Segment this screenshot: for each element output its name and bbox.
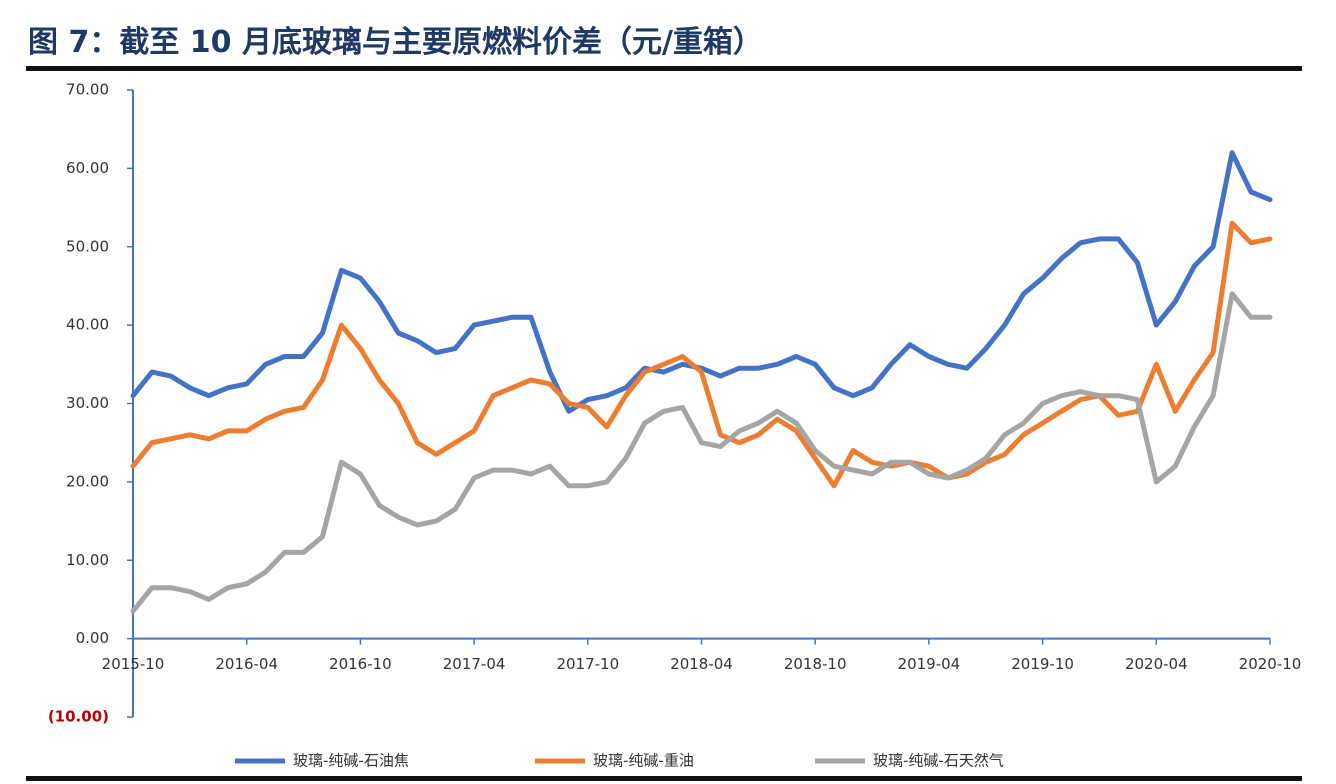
y-tick-label: 50.00 [66, 237, 109, 255]
series-line [130, 150, 1273, 414]
y-tick-label: 0.00 [76, 629, 109, 647]
title-rule [26, 66, 1302, 71]
x-tick-label: 2017-10 [556, 655, 619, 673]
x-tick-label: 2015-10 [102, 655, 165, 673]
y-tick-label: 40.00 [66, 316, 109, 334]
y-tick-label: 30.00 [66, 394, 109, 412]
x-tick-label: 2019-10 [1011, 655, 1074, 673]
x-tick-label: 2016-04 [215, 655, 278, 673]
chart-title: 图 7：截至 10 月底玻璃与主要原燃料价差（元/重箱） [28, 25, 763, 60]
series-line [130, 220, 1273, 489]
y-tick-label: 10.00 [66, 551, 109, 569]
legend-label: 玻璃-纯碱-石油焦 [293, 752, 409, 770]
series-line [130, 291, 1273, 614]
x-tick-label: 2020-04 [1125, 655, 1188, 673]
y-tick-label: 70.00 [66, 81, 109, 99]
x-tick-label: 2019-04 [898, 655, 961, 673]
x-tick-label: 2016-10 [329, 655, 392, 673]
y-tick-label: 60.00 [66, 159, 109, 177]
legend-label: 玻璃-纯碱-重油 [593, 752, 694, 770]
y-tick-label: (10.00) [48, 708, 109, 726]
x-tick-label: 2018-10 [784, 655, 847, 673]
x-tick-label: 2020-10 [1239, 655, 1302, 673]
legend-label: 玻璃-纯碱-石天然气 [873, 752, 1004, 770]
x-tick-label: 2017-04 [443, 655, 506, 673]
bottom-rule [26, 776, 1302, 781]
x-tick-label: 2018-04 [670, 655, 733, 673]
y-tick-label: 20.00 [66, 472, 109, 490]
